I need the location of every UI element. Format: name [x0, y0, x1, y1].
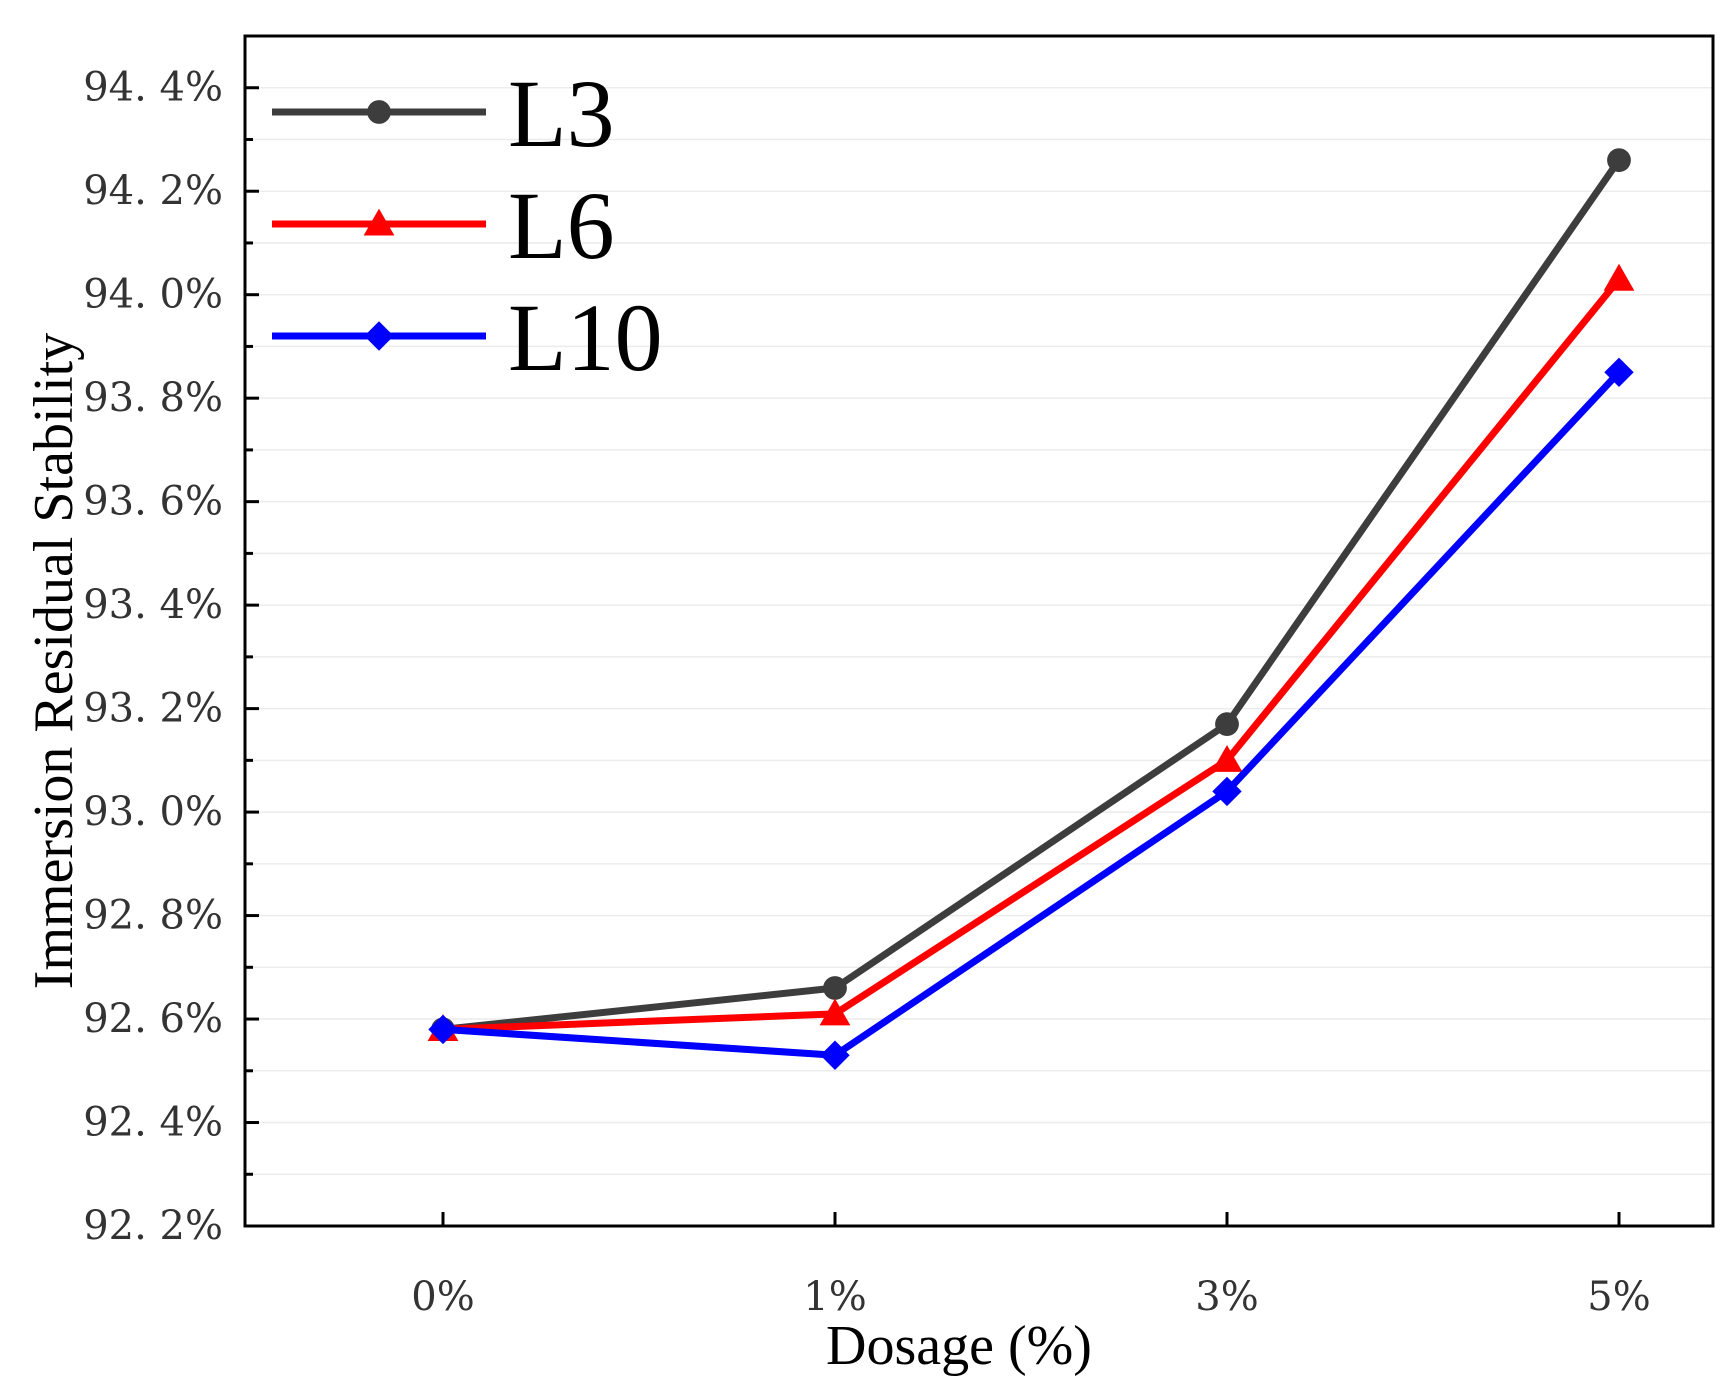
series-l10: [428, 357, 1634, 1070]
data-point-l6: [1603, 263, 1635, 291]
y-tick-label: 94. 0%: [83, 272, 223, 318]
series-l3: [431, 148, 1631, 1042]
legend-label: L3: [508, 60, 615, 167]
x-tick-label: 5%: [1587, 1274, 1650, 1320]
y-tick-label: 92. 8%: [83, 893, 223, 939]
y-tick-label: 93. 0%: [83, 789, 223, 835]
x-tick-label: 0%: [411, 1274, 474, 1320]
legend-item-l10: L10: [272, 284, 663, 391]
y-tick-labels: 92. 2% 92. 4% 92. 6% 92. 8% 93. 0% 93. 2% 93. …: [83, 65, 223, 1249]
data-point-l10: [1212, 776, 1242, 807]
y-tick-label: 94. 2%: [83, 168, 223, 214]
data-point-l3: [1607, 148, 1631, 173]
x-tick-label: 1%: [803, 1274, 866, 1320]
data-point-l10: [1604, 357, 1634, 388]
data-point-l6: [1211, 744, 1243, 772]
series-line-l3: [442, 158, 1622, 1033]
plot-frame: [243, 34, 1715, 1228]
grid-lines: [245, 86, 1713, 1176]
legend-marker: [364, 321, 394, 351]
axis-ticks: [245, 86, 1621, 1228]
data-point-l3: [1215, 712, 1239, 737]
legend-marker: [367, 100, 391, 124]
data-point-l10: [428, 1014, 458, 1045]
y-tick-label: 92. 4%: [83, 1100, 223, 1146]
y-axis-title: Immersion Residual Stability: [23, 333, 85, 989]
series-layer: [427, 148, 1635, 1070]
y-tick-label: 93. 4%: [83, 582, 223, 628]
legend-item-l6: L6: [272, 172, 615, 279]
y-tick-label: 93. 6%: [83, 479, 223, 525]
y-tick-label: 92. 2%: [83, 1203, 223, 1249]
y-tick-label: 93. 2%: [83, 686, 223, 732]
data-point-l3: [823, 976, 847, 1000]
y-tick-label: 92. 6%: [83, 996, 223, 1042]
x-tick-label: 3%: [1195, 1274, 1258, 1320]
legend-label: L6: [508, 172, 615, 279]
y-tick-label: 93. 8%: [83, 375, 223, 421]
series-line-l10: [442, 369, 1622, 1059]
x-tick-labels: 0% 1% 3% 5%: [411, 1274, 1650, 1320]
series-line-l6: [442, 276, 1622, 1033]
x-axis-title: Dosage (%): [826, 1315, 1092, 1377]
y-tick-label: 94. 4%: [83, 65, 223, 111]
legend-marker: [363, 208, 395, 236]
legend-label: L10: [508, 284, 663, 391]
data-point-l6: [819, 998, 851, 1026]
legend-item-l3: L3: [272, 60, 615, 167]
data-point-l10: [820, 1040, 850, 1070]
